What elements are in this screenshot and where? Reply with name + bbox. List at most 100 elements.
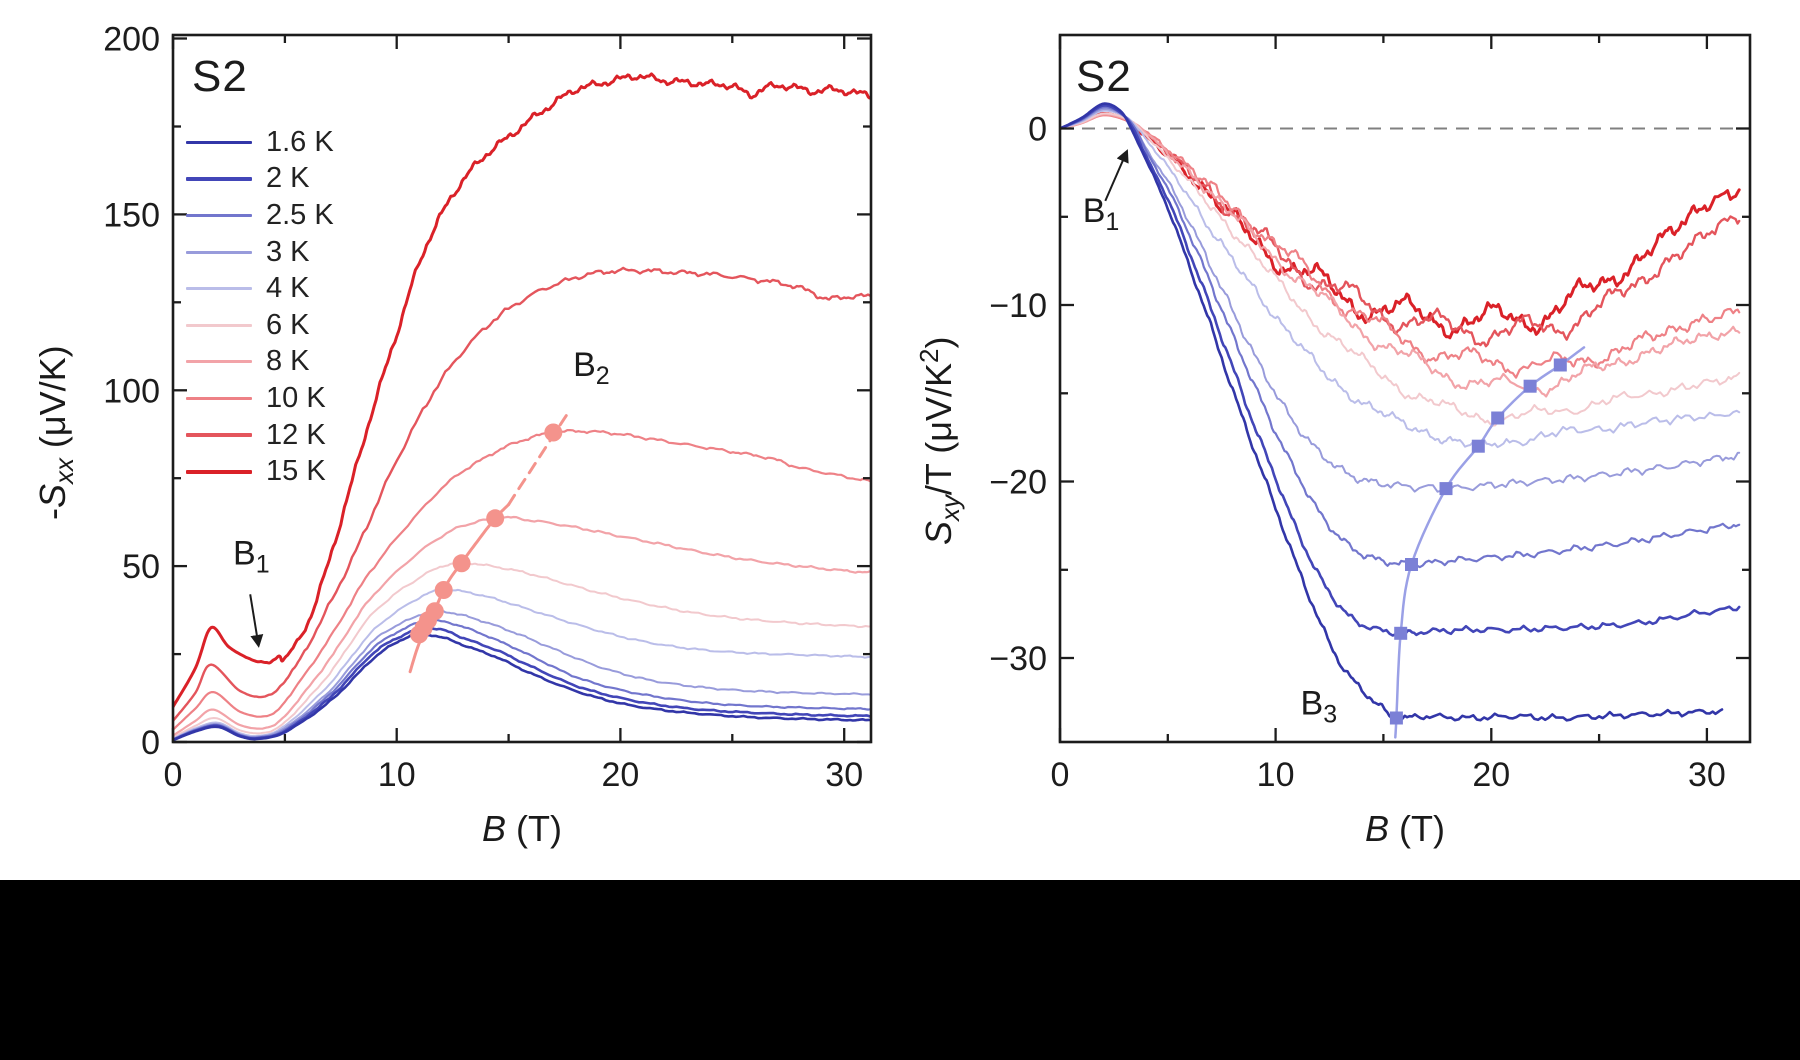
peak-marker — [544, 423, 563, 442]
peak-marker — [434, 581, 453, 599]
legend-entry-12k: 12 K — [186, 417, 334, 454]
left-y-axis-label: -Sxx (μV/K) — [32, 345, 80, 520]
minimum-marker — [1471, 439, 1485, 453]
trend-line-solid — [408, 503, 511, 674]
curve-15k — [174, 72, 870, 708]
legend-color-line — [186, 213, 252, 217]
minimum-marker — [1523, 379, 1537, 393]
annotation-b1: B1 — [1083, 149, 1129, 236]
y-tick-label: 200 — [103, 21, 160, 59]
curve-10k — [174, 429, 870, 731]
left-panel-title: S2 — [192, 52, 248, 101]
curve-4k — [1061, 109, 1741, 449]
curve-12k — [1061, 113, 1741, 348]
legend-color-line — [186, 287, 252, 291]
curve-2k — [1061, 104, 1741, 637]
curve-2.5k — [1061, 106, 1741, 569]
legend-entry-6k: 6 K — [186, 307, 334, 344]
axis-ticks — [1058, 35, 1750, 742]
peak-circle-markers — [410, 423, 563, 644]
right-y-axis-label: Sxy/T (μV/K2) — [916, 336, 966, 545]
legend-entry-15k: 15 K — [186, 453, 334, 490]
right-panel-title: S2 — [1076, 52, 1132, 101]
minimum-marker — [1439, 482, 1453, 496]
axis-ticks — [171, 35, 871, 744]
trend-line-solid — [1394, 346, 1586, 739]
y-tick-label: 150 — [103, 196, 160, 234]
legend-color-line — [186, 469, 252, 474]
tick-labels: 0 10 20 30 0 −10 −20 −30 — [989, 111, 1726, 795]
y-tick-label: 50 — [122, 548, 160, 586]
y-tick-label: −30 — [989, 640, 1047, 678]
x-tick-label: 30 — [1688, 756, 1726, 794]
legend-color-line — [186, 433, 252, 437]
curves-group — [1061, 102, 1741, 723]
curves-group — [174, 72, 870, 741]
legend-entry-3k: 3 K — [186, 234, 334, 271]
legend-label: 15 K — [266, 455, 326, 488]
right-x-axis-label: B (T) — [1365, 808, 1445, 849]
x-tick-label: 30 — [825, 756, 863, 794]
legend-label: 3 K — [266, 235, 310, 268]
legend-color-line — [186, 140, 252, 144]
tick-labels: 0 10 20 30 0 50 100 150 200 — [103, 21, 863, 795]
x-tick-label: 0 — [164, 756, 183, 794]
curve-3k — [174, 609, 870, 740]
letterbox-band — [0, 880, 1800, 1060]
curve-6k — [1061, 112, 1741, 427]
annotation-b1: B1 — [233, 534, 270, 648]
curve-1.6k — [1061, 102, 1724, 723]
annotation-b3: B3 — [1301, 685, 1338, 729]
minimum-marker — [1389, 711, 1403, 725]
annotation-text: B2 — [573, 346, 610, 390]
curve-8k — [174, 515, 870, 737]
annotation-text: B1 — [233, 534, 270, 578]
legend-label: 4 K — [266, 272, 310, 305]
peak-marker — [486, 509, 505, 528]
legend-color-line — [186, 323, 252, 327]
annotation-text: B3 — [1301, 685, 1338, 729]
minimum-marker — [1405, 558, 1418, 571]
legend-entry-10k: 10 K — [186, 380, 334, 417]
legend-entry-4k: 4 K — [186, 270, 334, 307]
legend-label: 2.5 K — [266, 198, 334, 231]
annotation-arrow — [249, 594, 264, 648]
y-tick-label: 0 — [141, 724, 160, 762]
axes-frame — [1058, 33, 1752, 744]
trend-lines — [1394, 346, 1586, 739]
curve-6k — [174, 561, 870, 739]
right-panel: 0 10 20 30 0 −10 −20 −30 B1 B3 — [989, 33, 1752, 795]
x-tick-label: 20 — [1472, 756, 1510, 794]
x-tick-label: 0 — [1051, 756, 1070, 794]
annotation-b2: B2 — [573, 346, 610, 390]
minimum-marker — [1553, 358, 1567, 372]
curve-8k — [1061, 113, 1741, 398]
minimum-square-markers — [1389, 358, 1567, 725]
peak-marker — [425, 602, 444, 621]
legend-color-line — [186, 360, 252, 364]
curve-12k — [174, 266, 870, 722]
legend-label: 8 K — [266, 345, 310, 378]
y-tick-label: −10 — [989, 287, 1047, 325]
x-tick-label: 20 — [601, 756, 639, 794]
y-tick-label: 100 — [103, 372, 160, 410]
y-tick-label: 0 — [1028, 111, 1047, 149]
legend-entry-1.6k: 1.6 K — [186, 124, 334, 161]
legend-color-line — [186, 177, 252, 181]
curve-1.6k — [174, 632, 870, 741]
x-tick-label: 10 — [1257, 756, 1295, 794]
legend-entry-2.5k: 2.5 K — [186, 197, 334, 234]
annotation-arrow — [1104, 149, 1129, 202]
minimum-marker — [1394, 626, 1408, 640]
legend-label: 6 K — [266, 308, 310, 341]
curve-4k — [174, 588, 870, 740]
left-panel: 0 10 20 30 0 50 100 150 200 B1 B2 — [103, 21, 873, 795]
annotation-text: B1 — [1083, 192, 1120, 236]
minimum-marker — [1491, 411, 1505, 425]
y-tick-label: −20 — [989, 464, 1047, 502]
left-x-axis-label: B (T) — [482, 808, 562, 849]
legend-color-line — [186, 396, 252, 400]
